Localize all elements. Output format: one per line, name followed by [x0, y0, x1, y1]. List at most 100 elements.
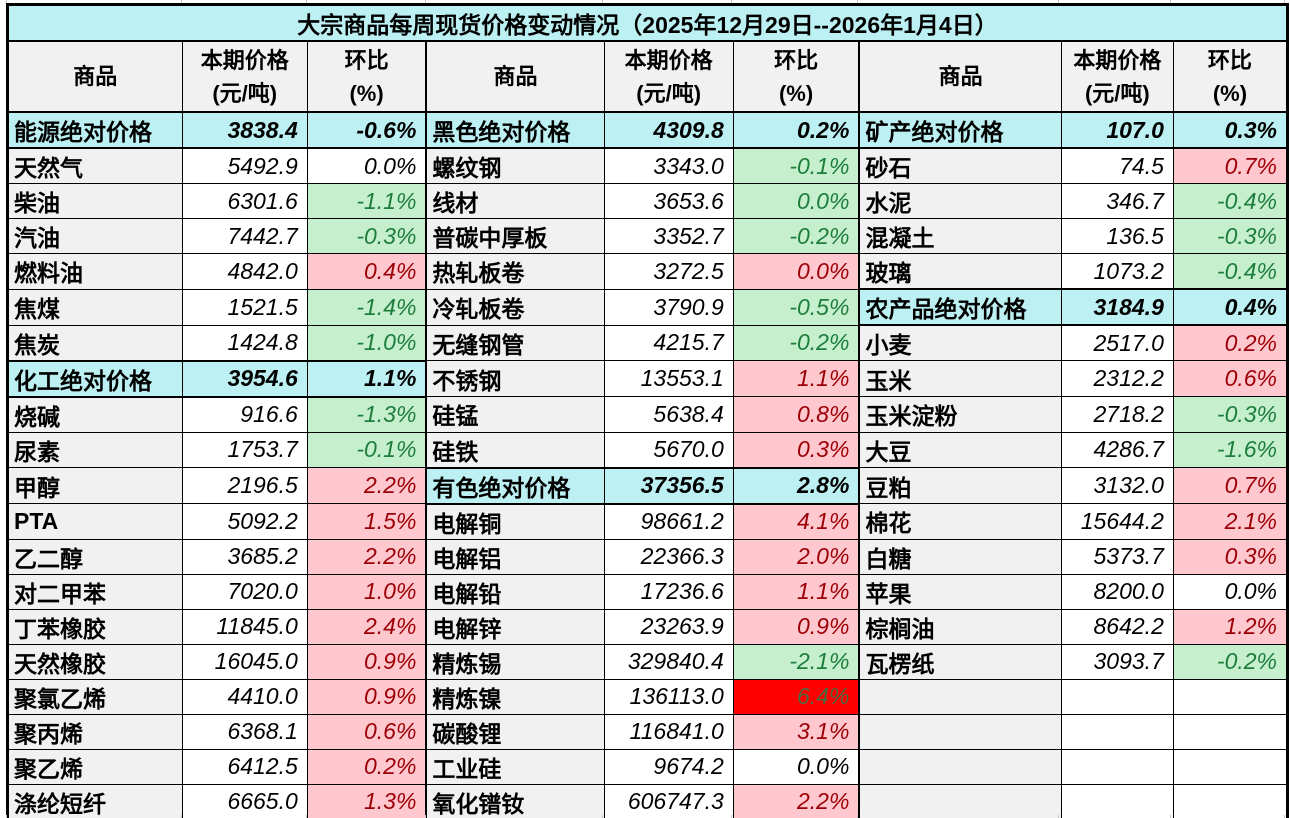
- header-pct-unit: (%): [778, 80, 814, 106]
- header-row: 商品 本期价格 (元/吨) 环比 (%) 商品 本期价格 (元/吨): [7, 40, 1289, 113]
- commodity-name-cell: 烧碱: [7, 396, 183, 433]
- wow-change-cell: -0.3%: [306, 218, 427, 254]
- table-title: 大宗商品每周现货价格变动情况（2025年12月29日--2026年1月4日）: [7, 4, 1288, 42]
- header-price-unit: (元/吨): [212, 80, 278, 106]
- wow-change-cell: 0.3%: [1172, 538, 1289, 575]
- current-price-cell: 329840.4: [603, 643, 734, 680]
- current-price-cell: 3685.2: [181, 538, 308, 575]
- commodity-name-cell: 小麦: [858, 324, 1062, 361]
- current-price-cell: 606747.3: [603, 783, 734, 818]
- table-row: 涤纶短纤 6665.0 1.3% 氧化镨钕 606747.3 2.2%: [7, 783, 1289, 818]
- current-price-cell: 8642.2: [1060, 608, 1174, 645]
- commodity-name-cell: [858, 713, 1062, 750]
- current-price-cell: 3954.6: [181, 359, 308, 398]
- commodity-name-cell: 对二甲苯: [7, 573, 183, 610]
- wow-change-cell: 0.9%: [732, 608, 860, 645]
- table-row: 柴油 6301.6 -1.1% 线材 3653.6 0.0% 水泥 346.7 -0.4%: [7, 183, 1289, 219]
- wow-change-cell: 0.3%: [732, 431, 860, 468]
- commodity-name-cell: 汽油: [7, 218, 183, 254]
- current-price-cell: 6665.0: [181, 783, 308, 818]
- current-price-cell: 107.0: [1060, 111, 1174, 149]
- current-price-cell: 3352.7: [603, 218, 734, 254]
- commodity-name-cell: 大豆: [858, 431, 1062, 468]
- commodity-name-cell: 热轧板卷: [425, 253, 605, 290]
- wow-change-cell: 2.0%: [732, 538, 860, 575]
- current-price-cell: [1060, 748, 1174, 785]
- table-row: 丁苯橡胶 11845.0 2.4% 电解锌 23263.9 0.9% 棕榈油 8642.2 1.…: [7, 608, 1289, 645]
- wow-change-cell: 1.3%: [306, 783, 427, 818]
- spreadsheet-gridline: [731, 0, 732, 3]
- wow-change-cell: -1.1%: [306, 183, 427, 219]
- wow-change-cell: 1.2%: [1172, 608, 1289, 645]
- table-row: 聚乙烯 6412.5 0.2% 工业硅 9674.2 0.0%: [7, 748, 1289, 785]
- current-price-cell: 3184.9: [1060, 288, 1174, 326]
- header-pct-label: 环比: [774, 47, 819, 73]
- current-price-cell: 5670.0: [603, 431, 734, 468]
- commodity-name-cell: 砂石: [858, 147, 1062, 184]
- wow-change-cell: 2.8%: [732, 466, 860, 505]
- header-pct-unit: (%): [1212, 80, 1248, 106]
- table-row: 甲醇 2196.5 2.2% 有色绝对价格 37356.5 2.8% 豆粕 3132.0 0.7…: [7, 466, 1289, 505]
- wow-change-cell: -0.3%: [1172, 396, 1289, 433]
- wow-change-cell: -1.6%: [1172, 431, 1289, 468]
- current-price-cell: 5373.7: [1060, 538, 1174, 575]
- wow-change-cell: [1172, 748, 1289, 785]
- wow-change-cell: 0.6%: [1172, 360, 1289, 397]
- commodity-name-cell: 焦煤: [7, 288, 183, 326]
- wow-change-cell: -1.0%: [306, 324, 427, 361]
- commodity-name-cell: 涤纶短纤: [7, 783, 183, 818]
- header-price-label: 本期价格: [1073, 47, 1162, 73]
- current-price-cell: 2718.2: [1060, 396, 1174, 433]
- wow-change-cell: 1.5%: [306, 503, 427, 540]
- table-row: 对二甲苯 7020.0 1.0% 电解铅 17236.6 1.1% 苹果 8200.0 0.0%: [7, 573, 1289, 610]
- spreadsheet-gridline: [425, 815, 426, 818]
- current-price-cell: 17236.6: [603, 573, 734, 610]
- current-price-cell: 136.5: [1060, 218, 1174, 254]
- wow-change-cell: -1.3%: [306, 396, 427, 433]
- current-price-cell: 98661.2: [603, 503, 734, 540]
- spreadsheet-gridline: [602, 815, 603, 818]
- commodity-name-cell: 柴油: [7, 183, 183, 219]
- commodity-name-cell: 碳酸锂: [425, 713, 605, 750]
- spreadsheet-gridline: [6, 0, 7, 3]
- wow-change-cell: -0.3%: [1172, 218, 1289, 254]
- commodity-name-cell: 电解铝: [425, 538, 605, 575]
- wow-change-cell: 0.7%: [1172, 467, 1289, 504]
- wow-change-cell: -2.1%: [732, 643, 860, 680]
- spreadsheet-gridline: [306, 0, 307, 3]
- current-price-cell: 4309.8: [603, 111, 734, 149]
- wow-change-cell: 0.6%: [306, 713, 427, 750]
- table-row: 天然橡胶 16045.0 0.9% 精炼锡 329840.4 -2.1% 瓦楞纸 3093.7…: [7, 643, 1289, 680]
- wow-change-cell: 2.2%: [732, 783, 860, 818]
- commodity-name-cell: [858, 783, 1062, 818]
- wow-change-cell: 1.0%: [306, 573, 427, 610]
- current-price-cell: 916.6: [181, 396, 308, 433]
- commodity-name-cell: 玻璃: [858, 253, 1062, 290]
- spreadsheet-gridline: [6, 815, 7, 818]
- spreadsheet-gridline: [1170, 0, 1171, 3]
- wow-change-cell: 0.0%: [306, 147, 427, 184]
- wow-change-cell: 0.8%: [732, 396, 860, 433]
- commodity-name-cell: 燃料油: [7, 253, 183, 290]
- commodity-name-cell: 螺纹钢: [425, 147, 605, 184]
- wow-change-cell: -0.1%: [732, 147, 860, 184]
- current-price-cell: 2517.0: [1060, 324, 1174, 361]
- header-commodity-3: 商品: [858, 40, 1062, 113]
- wow-change-cell: [1172, 713, 1289, 750]
- current-price-cell: [1060, 783, 1174, 818]
- commodity-name-cell: 有色绝对价格: [425, 466, 605, 505]
- wow-change-cell: 0.2%: [1172, 324, 1289, 361]
- header-price-label: 本期价格: [200, 47, 289, 73]
- wow-change-cell: 0.9%: [306, 643, 427, 680]
- commodity-name-cell: 水泥: [858, 183, 1062, 219]
- header-price-2: 本期价格 (元/吨): [603, 40, 734, 113]
- current-price-cell: 16045.0: [181, 643, 308, 680]
- wow-change-cell: -0.6%: [306, 111, 427, 149]
- wow-change-cell: 2.1%: [1172, 503, 1289, 540]
- table-row: PTA 5092.2 1.5% 电解铜 98661.2 4.1% 棉花 15644.2 2.1%: [7, 503, 1289, 540]
- current-price-cell: 1521.5: [181, 288, 308, 326]
- spreadsheet-gridline: [1284, 0, 1285, 3]
- table-row: 乙二醇 3685.2 2.2% 电解铝 22366.3 2.0% 白糖 5373.7 0.3%: [7, 538, 1289, 575]
- commodity-name-cell: 能源绝对价格: [7, 111, 183, 149]
